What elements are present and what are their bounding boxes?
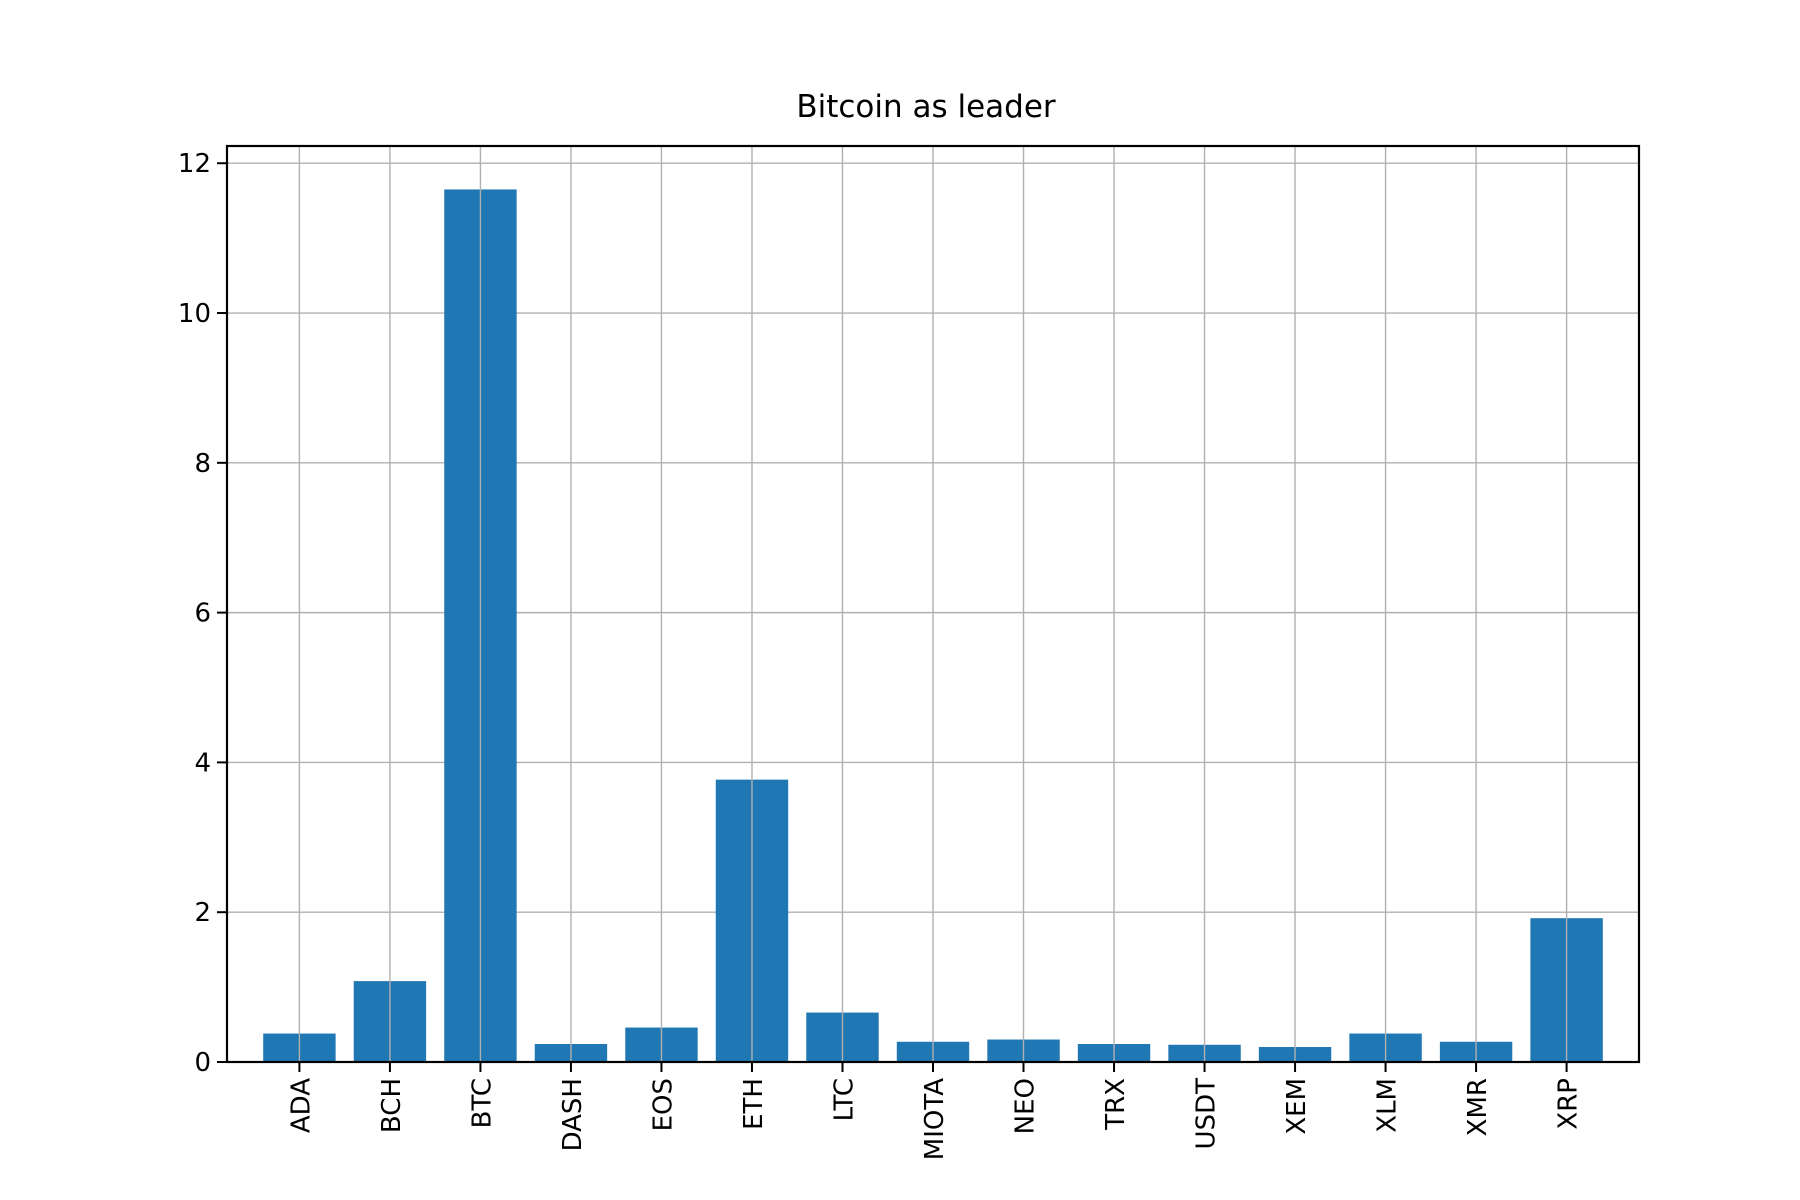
x-tick-label-bch: BCH — [377, 1078, 407, 1133]
y-tick-label: 12 — [178, 149, 211, 179]
x-tick-label-eth: ETH — [739, 1078, 769, 1130]
y-axis: 0 2 4 6 8 10 12 — [178, 149, 227, 1078]
x-tick-label-xmr: XMR — [1463, 1078, 1493, 1136]
x-tick-label-neo: NEO — [1011, 1078, 1041, 1134]
y-tick-label: 8 — [194, 449, 211, 479]
x-tick-label-eos: EOS — [648, 1078, 678, 1131]
y-tick-label: 0 — [194, 1048, 211, 1078]
x-tick-label-btc: BTC — [467, 1078, 497, 1128]
x-tick-label-dash: DASH — [558, 1078, 588, 1151]
x-tick-label-usdt: USDT — [1192, 1078, 1222, 1150]
y-tick-label: 2 — [194, 898, 211, 928]
x-tick-label-xem: XEM — [1282, 1078, 1312, 1135]
x-axis: ADA BCH BTC DASH EOS ETH LTC MIOTA NEO TRX USDT XEM… — [286, 1062, 1584, 1160]
y-tick-label: 10 — [178, 299, 211, 329]
x-grid-lines — [298, 146, 1568, 1062]
x-tick-label-ada: ADA — [286, 1078, 316, 1133]
y-tick-label: 4 — [194, 748, 211, 778]
x-tick-label-ltc: LTC — [829, 1078, 859, 1121]
x-tick-label-xlm: XLM — [1373, 1078, 1403, 1133]
y-tick-label: 6 — [194, 599, 211, 629]
chart-title: Bitcoin as leader — [796, 89, 1056, 125]
x-tick-label-miota: MIOTA — [920, 1078, 950, 1160]
x-tick-label-xrp: XRP — [1554, 1078, 1584, 1130]
x-tick-label-trx: TRX — [1101, 1078, 1131, 1131]
